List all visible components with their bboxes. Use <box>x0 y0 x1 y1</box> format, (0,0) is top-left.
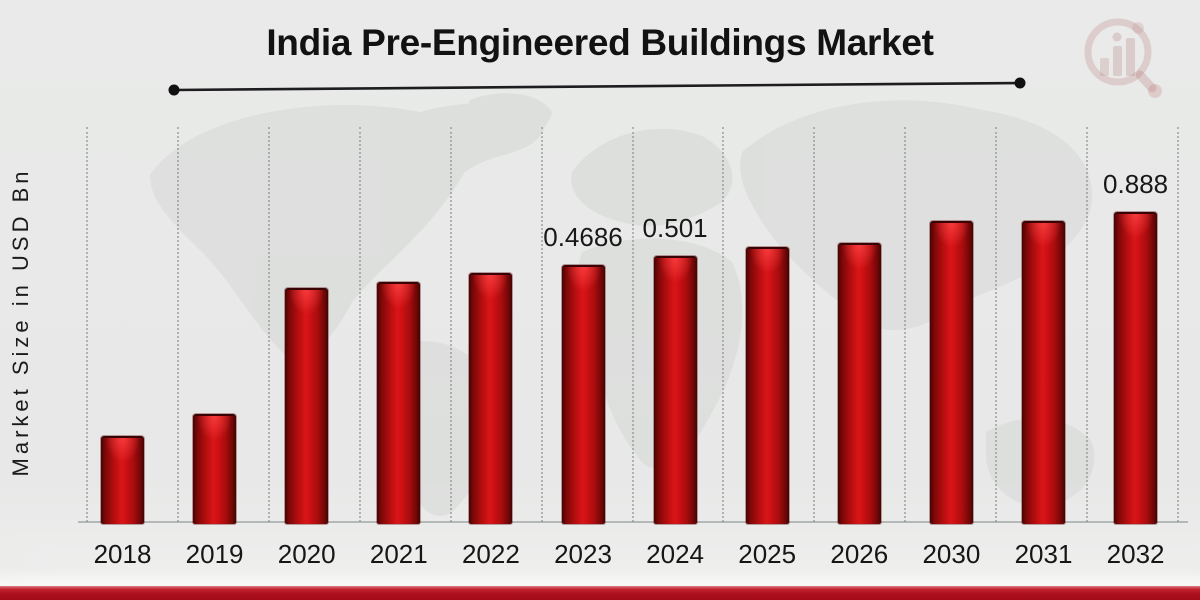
vertical-gridline <box>358 127 361 522</box>
vertical-gridline <box>1086 127 1089 522</box>
bar-2025 <box>745 247 789 524</box>
bar-2019 <box>193 414 237 524</box>
x-tick-2026: 2026 <box>830 539 889 569</box>
x-tick-2025: 2025 <box>738 539 797 569</box>
x-tick-2020: 2020 <box>277 539 336 569</box>
bar-value-label-2023: 0.4686 <box>543 222 623 252</box>
chart-title: India Pre-Engineered Buildings Market <box>266 22 934 63</box>
x-tick-2022: 2022 <box>461 539 520 569</box>
x-tick-2032: 2032 <box>1106 539 1165 569</box>
x-tick-2021: 2021 <box>369 539 428 569</box>
y-axis-label: Market Size in USD Bn <box>8 167 33 477</box>
footer-highlight-band <box>0 568 1200 586</box>
vertical-gridline <box>267 127 270 522</box>
vertical-gridline <box>722 127 725 522</box>
x-tick-2031: 2031 <box>1014 539 1073 569</box>
footer-red-strip <box>0 586 1200 600</box>
bar-2020 <box>285 288 329 524</box>
vertical-gridline <box>540 127 543 522</box>
bar-2032 <box>1114 212 1158 524</box>
vertical-gridline <box>1177 127 1179 522</box>
vertical-gridline <box>449 127 452 522</box>
bar-2031 <box>1022 221 1065 524</box>
x-tick-2024: 2024 <box>646 539 705 569</box>
x-tick-2030: 2030 <box>922 539 981 569</box>
bar-2030 <box>929 221 973 524</box>
vertical-gridline <box>631 127 634 522</box>
magnifier-logo-icon <box>1084 18 1162 98</box>
bar-2023 <box>561 265 605 524</box>
vertical-gridline <box>904 127 907 522</box>
vertical-gridline <box>995 127 998 522</box>
bar-2022 <box>469 273 513 524</box>
bar-2026 <box>837 243 881 524</box>
bar-value-label-2024: 0.501 <box>642 213 708 243</box>
bar-2024 <box>653 256 697 524</box>
vertical-gridline <box>86 127 88 522</box>
bar-2018 <box>101 436 144 524</box>
bar-value-label-2032: 0.888 <box>1103 169 1169 199</box>
x-tick-2018: 2018 <box>93 539 152 569</box>
bar-2021 <box>377 282 421 524</box>
vertical-gridline <box>813 127 816 522</box>
vertical-gridline <box>176 127 179 522</box>
x-tick-2019: 2019 <box>185 539 244 569</box>
x-tick-2023: 2023 <box>554 539 612 569</box>
x-axis-line <box>78 521 1188 523</box>
